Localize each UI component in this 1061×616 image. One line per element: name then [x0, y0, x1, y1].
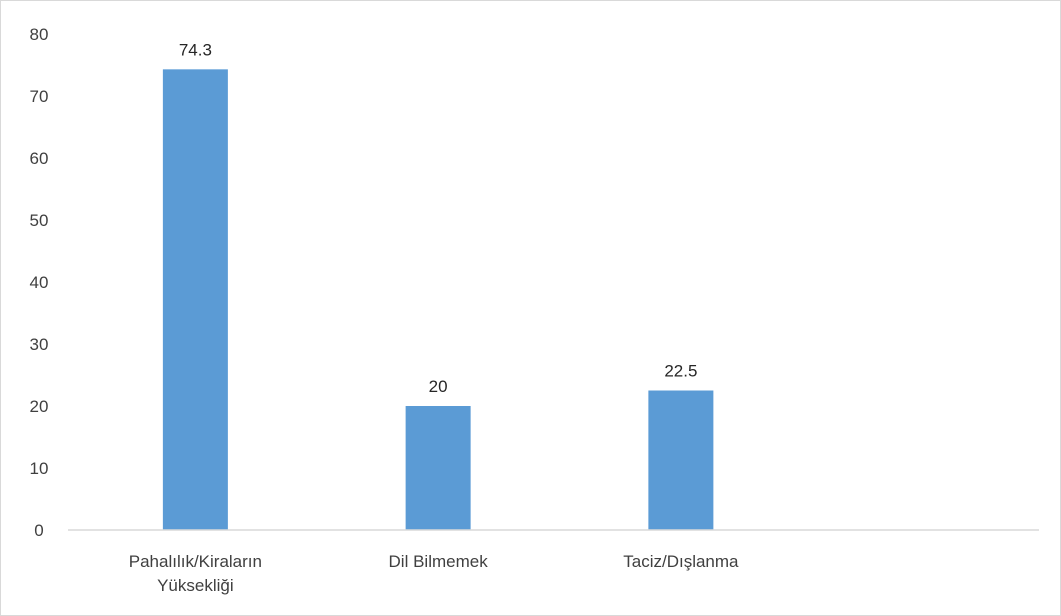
- y-tick-label: 60: [30, 149, 49, 168]
- y-tick-label: 20: [30, 397, 49, 416]
- y-tick-label: 80: [30, 25, 49, 44]
- x-tick-label: Taciz/Dışlanma: [623, 552, 739, 571]
- y-tick-label: 30: [30, 335, 49, 354]
- bar: [648, 390, 714, 530]
- x-tick-label: Dil Bilmemek: [389, 552, 489, 571]
- x-tick-label: Pahalılık/Kiraların: [129, 552, 262, 571]
- y-tick-label: 10: [30, 459, 49, 478]
- x-tick-label: Yüksekliği: [157, 576, 234, 595]
- y-tick-label: 40: [30, 273, 49, 292]
- y-tick-label: 70: [30, 87, 49, 106]
- data-label: 22.5: [664, 362, 697, 381]
- y-tick-label: 50: [30, 211, 49, 230]
- bar: [162, 69, 228, 530]
- bar: [405, 406, 471, 530]
- y-tick-label: 0: [34, 521, 43, 540]
- data-label: 20: [429, 377, 448, 396]
- data-label: 74.3: [179, 40, 212, 59]
